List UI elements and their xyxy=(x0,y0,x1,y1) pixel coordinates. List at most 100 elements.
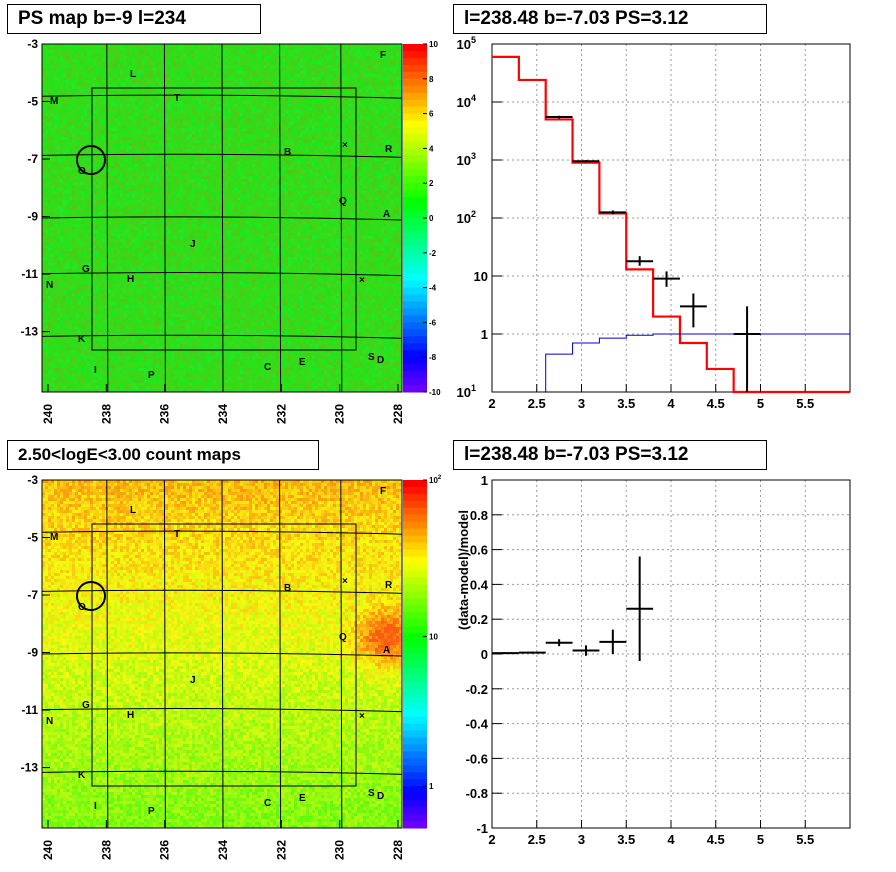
colorbar-tick-label: 10 xyxy=(429,40,438,49)
y-tick-label: -5 xyxy=(27,95,38,109)
br-title: l=238.48 b=-7.03 PS=3.12 xyxy=(453,440,767,470)
source-label: L xyxy=(130,505,136,516)
x-marker: × xyxy=(342,140,348,151)
coordinate-grid xyxy=(41,43,403,393)
x-tick-label: 2 xyxy=(488,396,495,411)
source-label: S xyxy=(368,352,375,363)
model-total-line xyxy=(492,55,850,394)
y-tick-label: 0.2 xyxy=(470,612,488,627)
source-label: J xyxy=(190,239,196,250)
source-circle xyxy=(76,145,106,175)
count-map-panel: L T M F B R Q A O J G H N K I P C E S D × × 240 238 236 234 232 230… xyxy=(21,473,442,860)
source-label: I xyxy=(94,801,97,812)
source-label: K xyxy=(78,334,86,345)
x-tick-label: 236 xyxy=(158,404,172,424)
y-tick-label: -5 xyxy=(27,531,38,545)
y-tick-label: -0.6 xyxy=(466,751,488,766)
x-tick-label: 230 xyxy=(333,840,347,860)
colorbar xyxy=(403,44,427,393)
y-tick-label: -11 xyxy=(21,703,38,717)
y-tick-label: 1 xyxy=(481,327,488,342)
y-tick-label: -3 xyxy=(27,37,38,51)
y-tick-label: 1 xyxy=(481,473,488,488)
x-tick-label: 3.5 xyxy=(617,832,635,847)
x-tick-label: 240 xyxy=(41,404,55,424)
heatmap-cells xyxy=(42,44,403,393)
source-label: P xyxy=(148,806,155,817)
y-tick-label: 105 xyxy=(457,35,476,52)
y-tick-label: -13 xyxy=(21,325,39,339)
source-circle xyxy=(76,581,106,611)
y-tick-label: -7 xyxy=(27,152,38,166)
source-label: N xyxy=(46,716,53,727)
source-label: O xyxy=(78,602,86,613)
x-tick-label: 2.5 xyxy=(528,832,546,847)
source-label: T xyxy=(174,529,180,540)
data-point xyxy=(572,160,600,163)
y-tick-label: -0.4 xyxy=(466,717,489,732)
x-marker: × xyxy=(359,275,365,286)
x-tick-label: 234 xyxy=(216,404,230,424)
data-point xyxy=(545,115,573,119)
y-tick-label: 0.4 xyxy=(470,577,489,592)
x-tick-label: 234 xyxy=(216,840,230,860)
residual-point xyxy=(518,651,546,654)
source-label: H xyxy=(127,710,134,721)
x-tick-label: 3.5 xyxy=(617,396,635,411)
y-tick-label: 104 xyxy=(457,93,476,110)
tl-title: PS map b=-9 l=234 xyxy=(7,4,261,34)
source-label: S xyxy=(368,788,375,799)
y-tick-label: 0.8 xyxy=(470,508,488,523)
source-label: Q xyxy=(339,196,347,207)
y-tick-label: -1 xyxy=(476,821,488,836)
source-label: C xyxy=(264,362,271,373)
source-label: A xyxy=(383,645,390,656)
y-axis-label: (data-model)/model xyxy=(456,510,471,630)
source-label: L xyxy=(130,69,136,80)
colorbar-tick-label: 4 xyxy=(429,144,434,153)
source-label: R xyxy=(385,580,393,591)
y-tick-label: 101 xyxy=(457,383,476,400)
x-tick-label: 5 xyxy=(757,396,764,411)
data-point xyxy=(733,306,761,392)
source-label: P xyxy=(148,370,155,381)
model-source-line xyxy=(545,333,850,392)
source-label: E xyxy=(299,357,306,368)
region-box xyxy=(91,87,357,351)
y-tick-label: 0 xyxy=(481,647,488,662)
x-tick-label: 4.5 xyxy=(707,396,725,411)
y-tick-label: -11 xyxy=(21,267,38,281)
source-label: Q xyxy=(339,632,347,643)
x-tick-label: 2 xyxy=(488,832,495,847)
spectrum-panel: 2 2.5 3 3.5 4 4.5 5 5.5 101 1 10 102 103 104 105 xyxy=(457,35,851,411)
x-tick-label: 4 xyxy=(667,396,675,411)
colorbar-tick-label: -10 xyxy=(429,388,441,397)
colorbar-tick-label: 2 xyxy=(429,179,434,188)
source-label: G xyxy=(82,264,90,275)
tr-title: l=238.48 b=-7.03 PS=3.12 xyxy=(453,4,767,34)
source-label: B xyxy=(284,583,291,594)
y-tick-label: -9 xyxy=(27,646,38,660)
data-point xyxy=(599,210,627,215)
x-tick-label: 5 xyxy=(757,832,764,847)
source-label: B xyxy=(284,147,291,158)
colorbar xyxy=(403,480,427,829)
colorbar-tick-label: 1 xyxy=(429,782,434,791)
residual-point xyxy=(599,629,627,654)
source-label: N xyxy=(46,280,53,291)
x-marker: × xyxy=(359,711,365,722)
x-tick-label: 5.5 xyxy=(796,396,814,411)
colorbar-tick-label: 8 xyxy=(429,75,434,84)
region-box xyxy=(91,523,357,787)
y-tick-label: 10 xyxy=(474,269,488,284)
residual-point xyxy=(572,645,600,656)
x-tick-label: 3 xyxy=(578,396,585,411)
colorbar-tick-label: 0 xyxy=(429,214,434,223)
data-point xyxy=(679,293,707,328)
x-tick-label: 238 xyxy=(99,404,113,424)
x-tick-label: 232 xyxy=(274,404,288,424)
y-tick-label: 102 xyxy=(457,209,476,226)
source-label: M xyxy=(50,532,58,543)
y-tick-label: 0.6 xyxy=(470,543,488,558)
